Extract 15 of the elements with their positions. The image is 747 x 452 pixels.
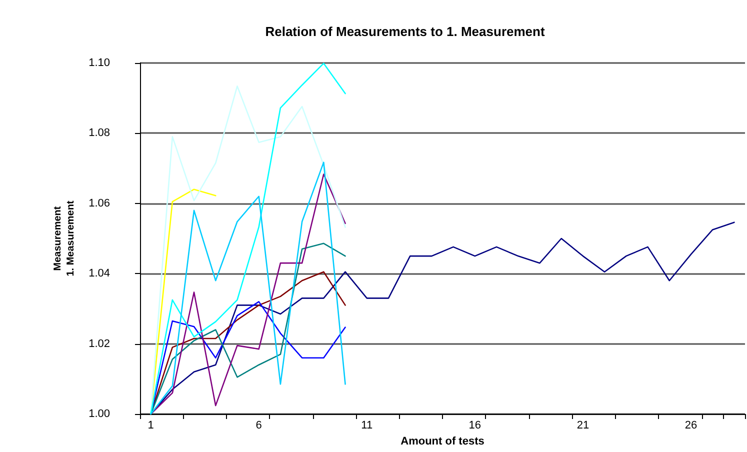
x-tick-label: 16: [468, 420, 482, 432]
x-tick-label: 1: [148, 420, 154, 432]
y-tick-label: 1.08: [88, 127, 110, 140]
y-tick-label: 1.00: [88, 408, 110, 420]
y-tick-label: 1.04: [88, 268, 110, 280]
x-tick-label: 26: [684, 420, 698, 432]
x-tick-label: 11: [361, 420, 373, 432]
chart-title: Relation of Measurements to 1. Measurement: [265, 24, 546, 39]
y-tick-label: 1.06: [88, 197, 110, 210]
y-tick-label: 1.02: [88, 338, 110, 350]
y-axis-title: Measurement 1. Measurement: [52, 200, 77, 276]
x-tick-label: 21: [576, 420, 590, 432]
x-tick-label: 6: [256, 420, 262, 432]
y-tick-label: 1.10: [88, 57, 110, 69]
x-axis-title: Amount of tests: [400, 436, 484, 448]
